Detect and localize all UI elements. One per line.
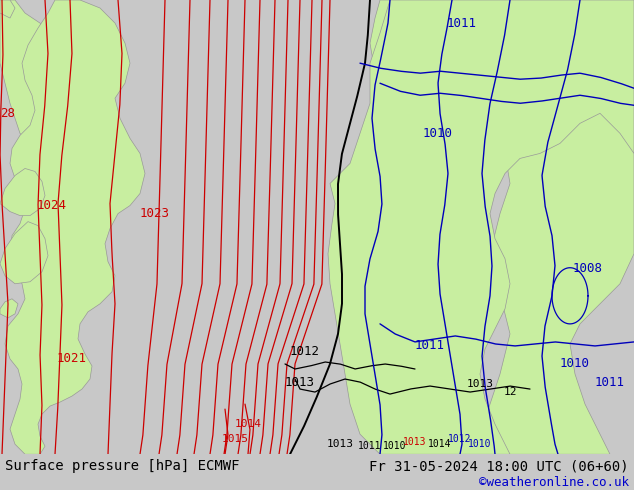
Text: 1011: 1011 xyxy=(415,340,445,352)
Text: 1024: 1024 xyxy=(37,199,67,212)
Polygon shape xyxy=(430,0,634,153)
Polygon shape xyxy=(0,299,18,318)
Polygon shape xyxy=(460,0,634,454)
Text: 1011: 1011 xyxy=(358,441,382,451)
Text: 1011: 1011 xyxy=(447,17,477,29)
Polygon shape xyxy=(0,221,48,284)
Text: 1014: 1014 xyxy=(235,419,261,429)
Polygon shape xyxy=(0,169,45,216)
Text: 1008: 1008 xyxy=(573,262,603,275)
Text: 1013: 1013 xyxy=(467,379,493,389)
Text: Fr 31-05-2024 18:00 UTC (06+60): Fr 31-05-2024 18:00 UTC (06+60) xyxy=(370,459,629,473)
Text: 1023: 1023 xyxy=(140,207,170,220)
Polygon shape xyxy=(370,0,430,103)
Text: 1013: 1013 xyxy=(285,375,315,389)
Text: 1011: 1011 xyxy=(595,375,625,389)
Polygon shape xyxy=(0,0,75,148)
Text: 1010: 1010 xyxy=(469,439,492,449)
Text: Surface pressure [hPa] ECMWF: Surface pressure [hPa] ECMWF xyxy=(5,459,240,473)
Text: 1012: 1012 xyxy=(448,434,472,444)
Text: 1010: 1010 xyxy=(560,358,590,370)
Text: 1013: 1013 xyxy=(403,437,427,447)
Text: 1013: 1013 xyxy=(327,439,354,449)
Text: 1014: 1014 xyxy=(428,439,452,449)
Text: 28: 28 xyxy=(1,107,15,120)
Text: 1012: 1012 xyxy=(290,345,320,359)
Text: 1010: 1010 xyxy=(423,127,453,140)
Text: ©weatheronline.co.uk: ©weatheronline.co.uk xyxy=(479,476,629,489)
Polygon shape xyxy=(5,0,145,454)
Polygon shape xyxy=(0,0,15,18)
Text: 1021: 1021 xyxy=(57,352,87,366)
Text: 12: 12 xyxy=(503,387,517,397)
Polygon shape xyxy=(328,0,634,454)
Text: 1010: 1010 xyxy=(383,441,407,451)
Text: 1015: 1015 xyxy=(221,434,249,444)
